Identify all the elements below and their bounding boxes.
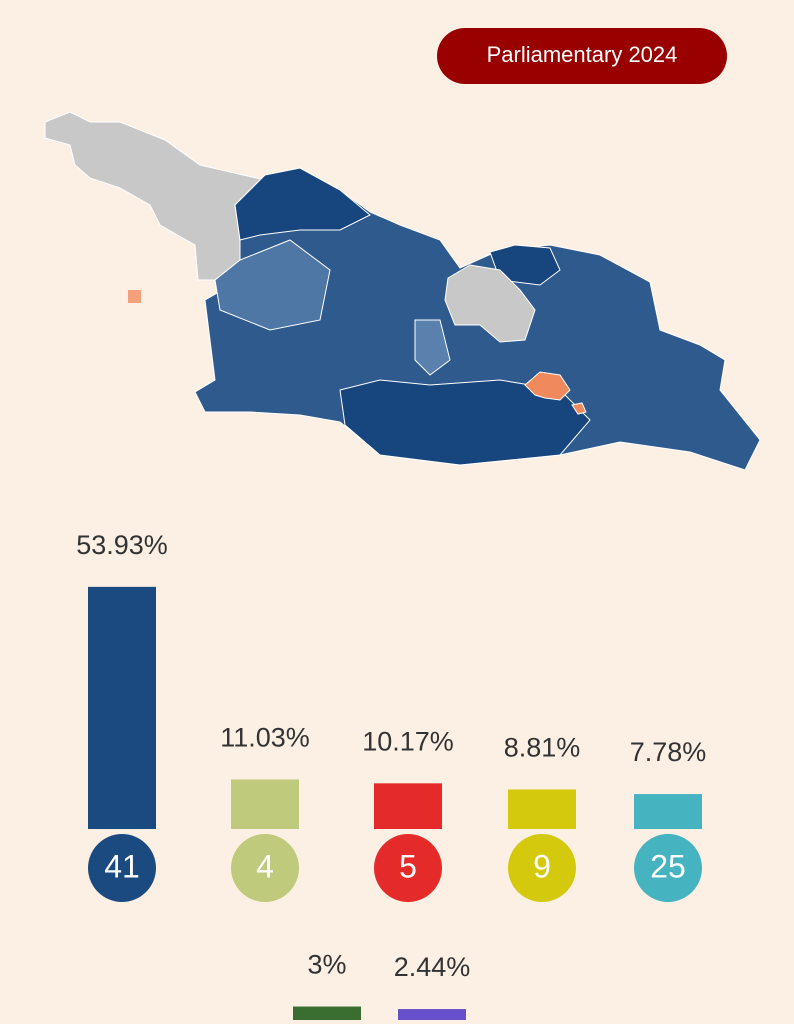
region-orange [524,371,571,401]
value-label: 8.81% [504,733,581,763]
party-number: 41 [104,848,140,884]
value-label: 10.17% [362,726,454,756]
region-gray [444,264,536,343]
region-gray [44,111,266,281]
election-button[interactable]: Parliamentary 2024 [437,28,727,84]
region-light-blue [214,239,331,331]
value-label: 7.78% [630,737,707,767]
bar [293,1006,361,1020]
bar-chart: 53.93% 11.03% 10.17% 8.81% 7.78% 3% 2.44% 41 4 5 9… [76,530,706,1020]
party-number: 4 [256,848,274,884]
region-dark-blue [339,379,591,466]
region-light-blue [414,319,451,376]
bar [508,789,576,829]
bar [88,586,156,829]
map [44,111,761,471]
button-label[interactable]: Parliamentary 2024 [487,42,678,67]
party-badge [88,834,156,902]
party-number: 25 [650,848,686,884]
region-dark-blue [234,167,371,241]
party-number: 5 [399,848,417,884]
value-label: 2.44% [394,952,471,982]
bar [231,779,299,829]
party-badge [508,834,576,902]
party-badge [634,834,702,902]
bar [398,1009,466,1020]
party-badge [231,834,299,902]
party-number: 9 [533,848,551,884]
party-badge [374,834,442,902]
value-label: 53.93% [76,530,168,560]
bar [374,783,442,829]
button-bg[interactable] [437,28,727,84]
value-label: 3% [307,950,346,980]
region-orange [571,402,587,415]
region-orange [128,290,141,303]
bar [634,794,702,829]
value-label: 11.03% [220,723,310,753]
